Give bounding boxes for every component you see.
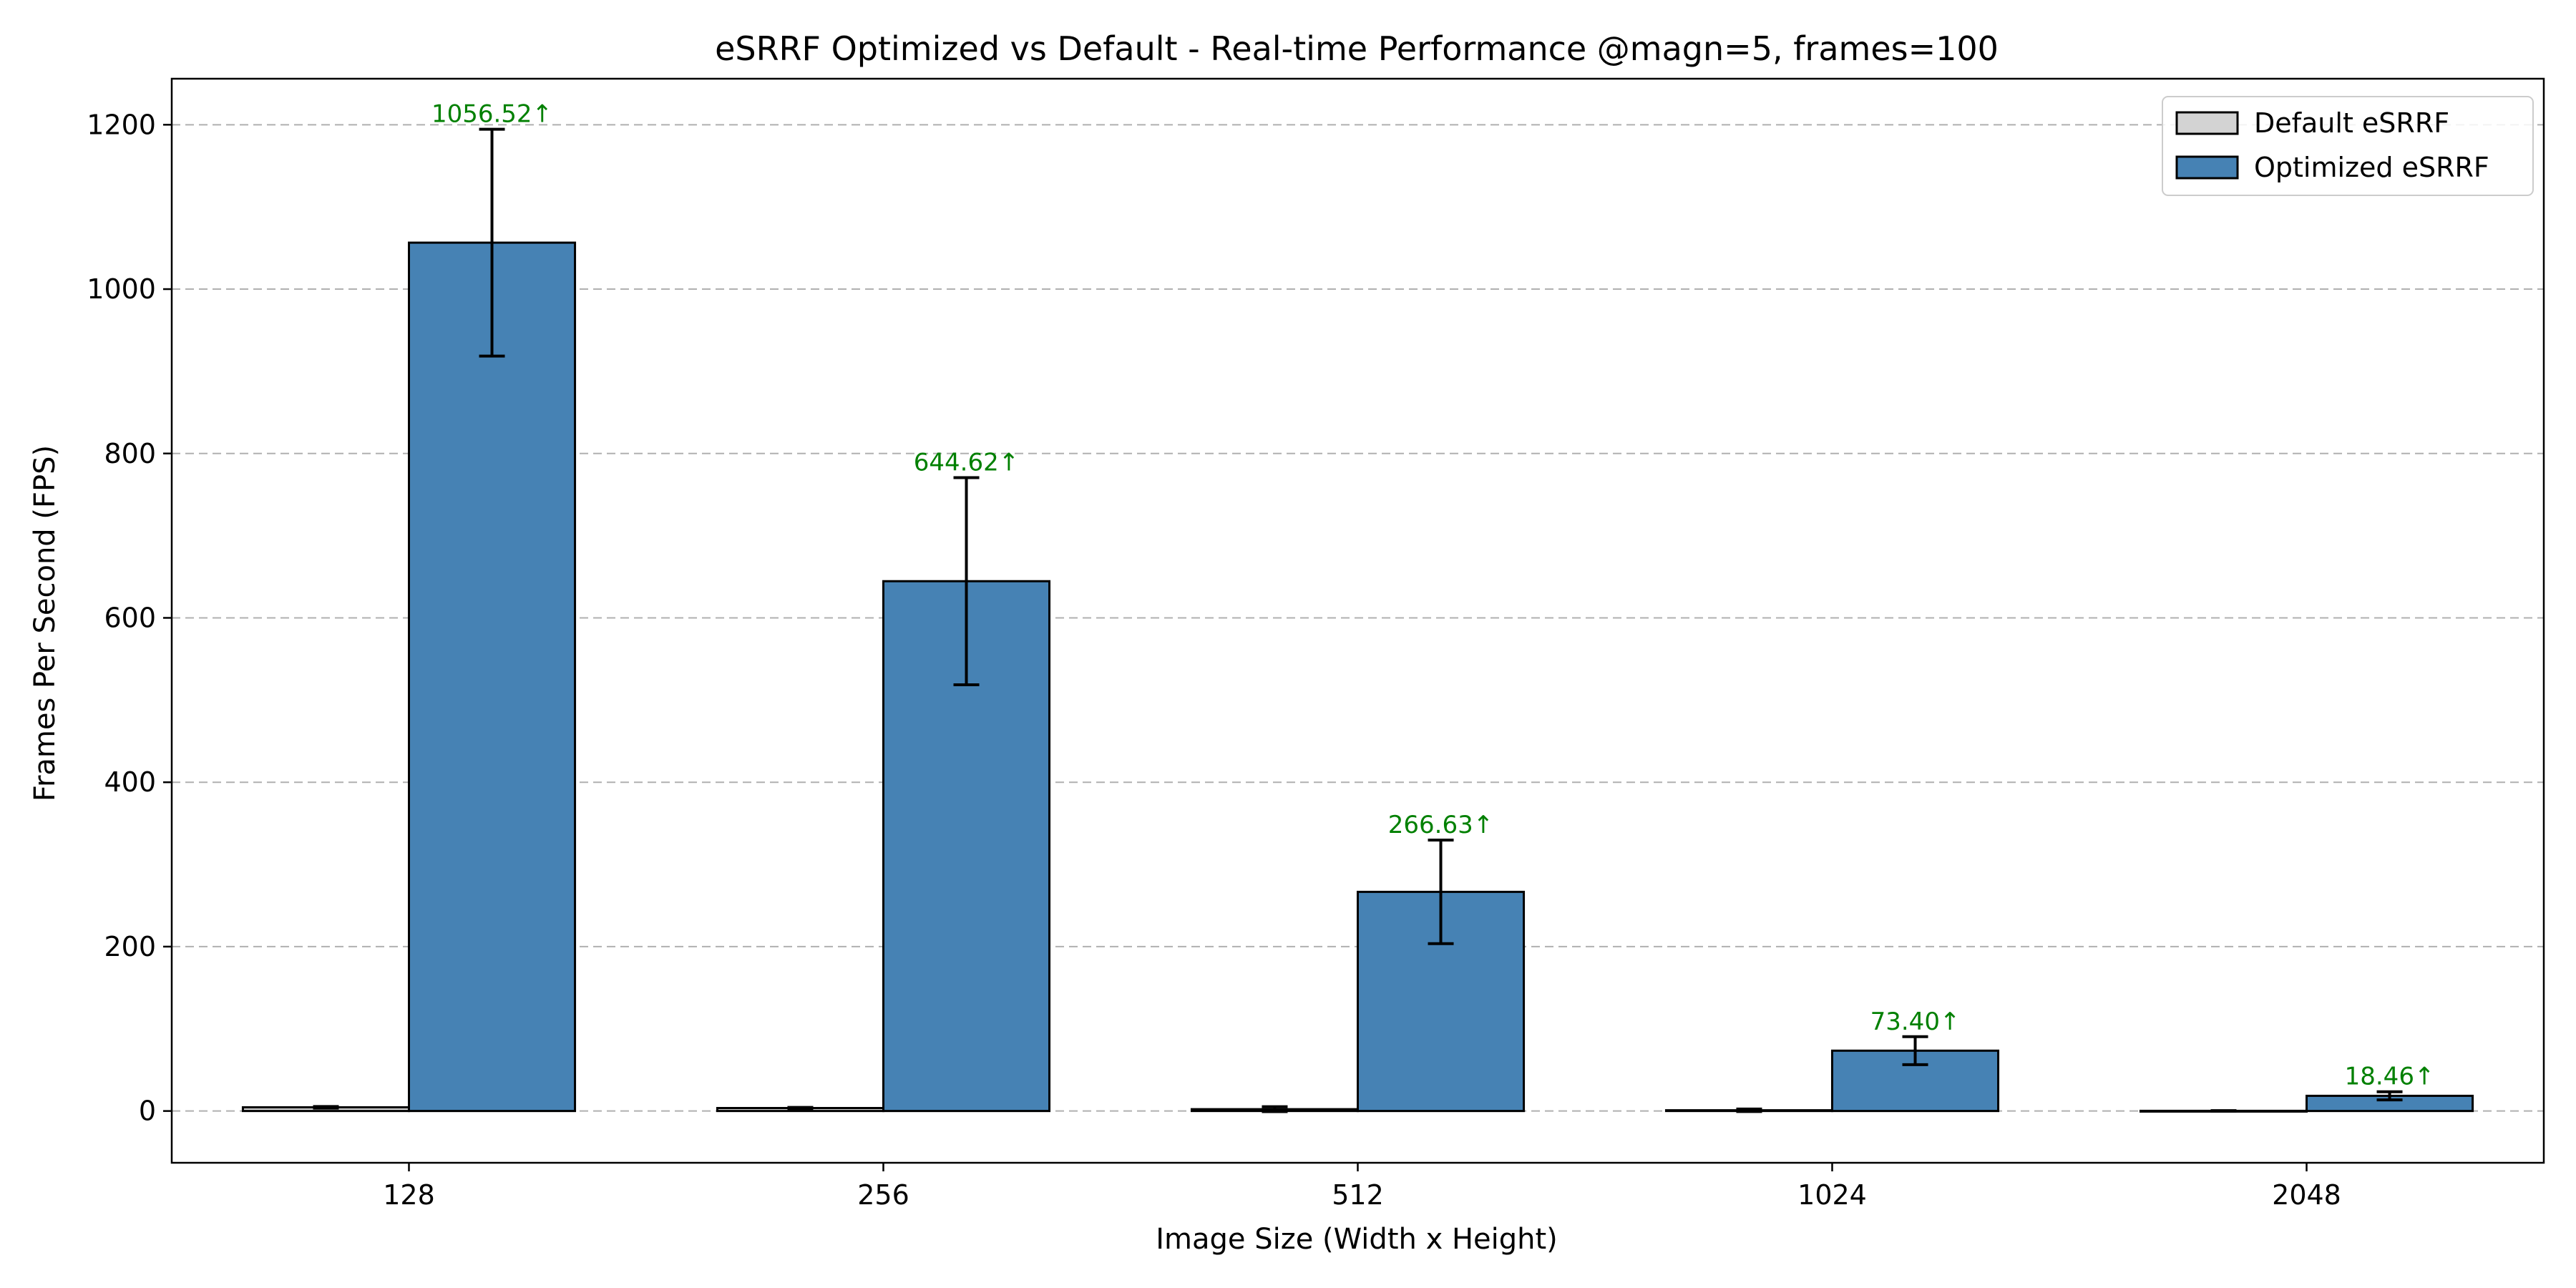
legend-swatch-optimized [2175,155,2239,180]
x-tick-label: 256 [857,1179,909,1211]
x-axis-label: Image Size (Width x Height) [1156,1223,1558,1256]
annotations-layer: 1056.52↑ 644.62↑ 266.63↑ 73.40↑ 18.46↑ [431,100,2434,1091]
y-tick-label: 800 [104,438,156,469]
x-tick-label: 1024 [1797,1179,1867,1211]
y-tick-label: 0 [139,1096,156,1127]
error-bars-layer [313,127,2403,1113]
y-tick-label: 200 [104,931,156,962]
bars-layer [241,241,2474,1113]
chart-title: eSRRF Optimized vs Default - Real-time P… [715,29,1999,68]
x-tick-label: 512 [1332,1179,1384,1211]
y-tick-label: 1200 [87,109,156,140]
y-tick-label: 1000 [87,273,156,305]
legend-swatch-default [2175,111,2239,135]
speedup-label: 73.40↑ [1870,1008,1961,1036]
x-tick-label: 128 [383,1179,435,1211]
axes-layer: 0 200 400 600 800 1000 1200 128 256 512 1024 2048 [87,109,2341,1211]
legend-label-optimized: Optimized eSRRF [2254,152,2489,183]
speedup-label: 18.46↑ [2345,1063,2435,1091]
x-tick-label: 2048 [2272,1179,2341,1211]
legend-label-default: Default eSRRF [2254,107,2449,139]
y-tick-label: 400 [104,766,156,798]
optimized-bar-128 [408,241,577,1113]
y-tick-label: 600 [104,602,156,633]
speedup-label: 1056.52↑ [431,100,552,129]
y-axis-label: Frames Per Second (FPS) [29,445,62,801]
legend: Default eSRRF Optimized eSRRF [2162,96,2534,196]
speedup-label: 644.62↑ [914,449,1019,477]
legend-box [2162,96,2534,196]
speedup-label: 266.63↑ [1388,811,1493,839]
